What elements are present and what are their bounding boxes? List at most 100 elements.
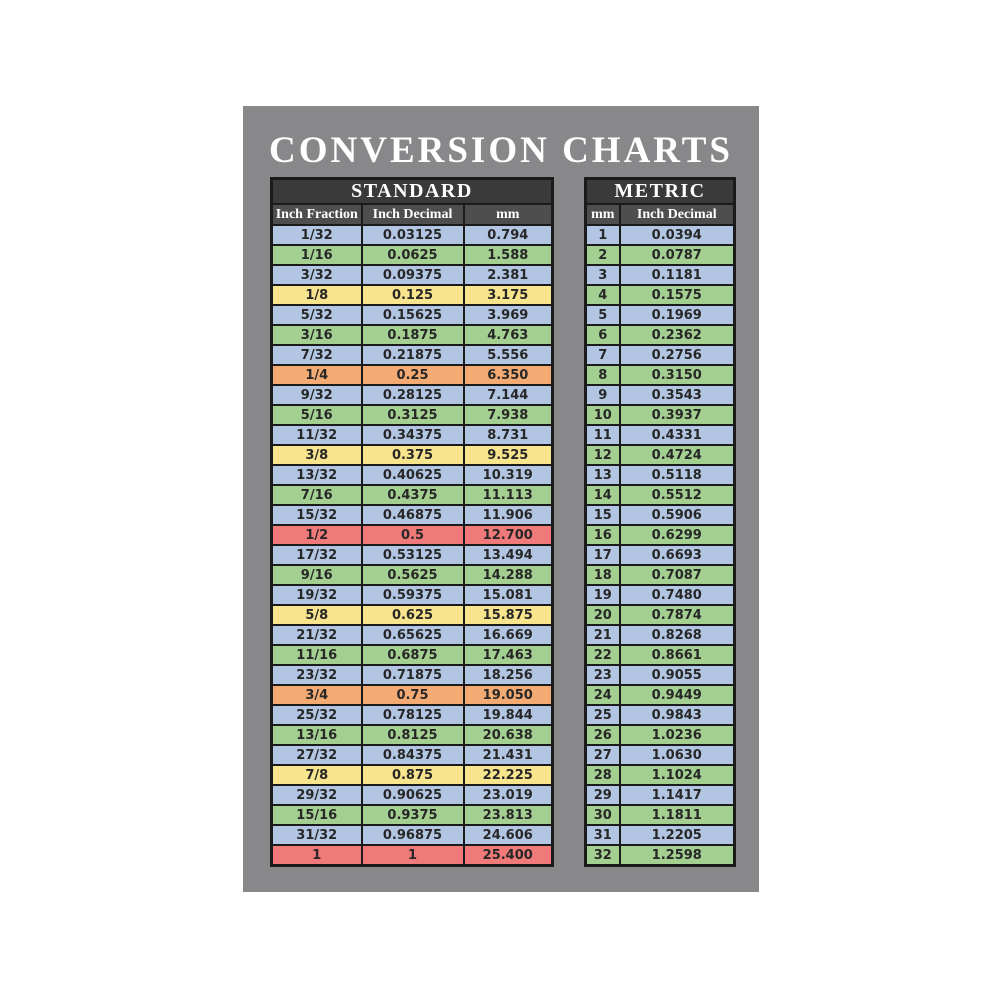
table-cell: 0.5 <box>360 524 465 546</box>
table-cell: 7.144 <box>462 384 554 406</box>
table-row: 3/8 0.375 9.525 <box>270 444 554 466</box>
table-cell: 0.8661 <box>618 644 736 666</box>
table-cell: 1.0630 <box>618 744 736 766</box>
table-cell: 20 <box>584 604 621 626</box>
table-cell: 0.46875 <box>360 504 465 526</box>
table-row: 31 1.2205 <box>584 824 736 846</box>
table-cell: 10.319 <box>462 464 554 486</box>
table-cell: 0.3125 <box>360 404 465 426</box>
table-cell: 0.0625 <box>360 244 465 266</box>
table-row: 3/16 0.1875 4.763 <box>270 324 554 346</box>
table-cell: 5/32 <box>270 304 363 326</box>
table-row: 4 0.1575 <box>584 284 736 306</box>
table-cell: 13/16 <box>270 724 363 746</box>
table-row: 15/32 0.46875 11.906 <box>270 504 554 526</box>
table-cell: 7 <box>584 344 621 366</box>
standard-table: STANDARD Inch Fraction Inch Decimal mm 1… <box>270 177 554 867</box>
table-cell: 0.7480 <box>618 584 736 606</box>
table-cell: 24 <box>584 684 621 706</box>
table-row: 19/32 0.59375 15.081 <box>270 584 554 606</box>
table-cell: 13.494 <box>462 544 554 566</box>
table-cell: 0.0394 <box>618 224 736 246</box>
table-cell: 21.431 <box>462 744 554 766</box>
table-cell: 3.969 <box>462 304 554 326</box>
table-row: 1/4 0.25 6.350 <box>270 364 554 386</box>
table-row: 31/32 0.96875 24.606 <box>270 824 554 846</box>
table-row: 5 0.1969 <box>584 304 736 326</box>
table-cell: 15/32 <box>270 504 363 526</box>
table-cell: 0.71875 <box>360 664 465 686</box>
table-cell: 3/8 <box>270 444 363 466</box>
table-row: 19 0.7480 <box>584 584 736 606</box>
table-row: 6 0.2362 <box>584 324 736 346</box>
table-cell: 0.78125 <box>360 704 465 726</box>
table-row: 21 0.8268 <box>584 624 736 646</box>
table-cell: 25/32 <box>270 704 363 726</box>
table-row: 27/32 0.84375 21.431 <box>270 744 554 766</box>
table-cell: 3/16 <box>270 324 363 346</box>
table-row: 25/32 0.78125 19.844 <box>270 704 554 726</box>
table-cell: 0.875 <box>360 764 465 786</box>
table-cell: 17.463 <box>462 644 554 666</box>
table-cell: 0.1181 <box>618 264 736 286</box>
table-cell: 18.256 <box>462 664 554 686</box>
table-cell: 12.700 <box>462 524 554 546</box>
table-row: 32 1.2598 <box>584 844 736 867</box>
table-cell: 11/16 <box>270 644 363 666</box>
table-cell: 0.59375 <box>360 584 465 606</box>
table-cell: 5.556 <box>462 344 554 366</box>
table-cell: 1.0236 <box>618 724 736 746</box>
table-row: 28 1.1024 <box>584 764 736 786</box>
table-row: 1/32 0.03125 0.794 <box>270 224 554 246</box>
table-cell: 15/16 <box>270 804 363 826</box>
table-cell: 15.081 <box>462 584 554 606</box>
table-row: 16 0.6299 <box>584 524 736 546</box>
metric-column-header-row: mm Inch Decimal <box>584 203 736 226</box>
table-row: 27 1.0630 <box>584 744 736 766</box>
table-cell: 6 <box>584 324 621 346</box>
table-row: 5/32 0.15625 3.969 <box>270 304 554 326</box>
table-cell: 3/32 <box>270 264 363 286</box>
table-cell: 0.21875 <box>360 344 465 366</box>
table-cell: 0.65625 <box>360 624 465 646</box>
table-cell: 19.050 <box>462 684 554 706</box>
table-cell: 23 <box>584 664 621 686</box>
table-cell: 30 <box>584 804 621 826</box>
table-cell: 0.1875 <box>360 324 465 346</box>
table-cell: 17 <box>584 544 621 566</box>
table-cell: 0.8125 <box>360 724 465 746</box>
table-row: 30 1.1811 <box>584 804 736 826</box>
table-cell: 0.4724 <box>618 444 736 466</box>
table-row: 20 0.7874 <box>584 604 736 626</box>
table-row: 17/32 0.53125 13.494 <box>270 544 554 566</box>
standard-table-title: STANDARD <box>270 177 554 205</box>
table-cell: 1.2598 <box>618 844 736 867</box>
table-cell: 1/4 <box>270 364 363 386</box>
table-cell: 1 <box>584 224 621 246</box>
table-row: 22 0.8661 <box>584 644 736 666</box>
table-row: 1/16 0.0625 1.588 <box>270 244 554 266</box>
table-cell: 31 <box>584 824 621 846</box>
table-row: 23/32 0.71875 18.256 <box>270 664 554 686</box>
table-cell: 0.4375 <box>360 484 465 506</box>
table-cell: 21/32 <box>270 624 363 646</box>
table-cell: 0.6299 <box>618 524 736 546</box>
table-cell: 0.03125 <box>360 224 465 246</box>
table-row: 11 0.4331 <box>584 424 736 446</box>
metric-table-body: 1 0.0394 2 0.0787 3 0.1181 4 0.1575 5 0.1969 6 0.23… <box>584 224 736 867</box>
table-cell: 25.400 <box>462 844 554 867</box>
table-cell: 29 <box>584 784 621 806</box>
table-cell: 0.0787 <box>618 244 736 266</box>
table-row: 9/32 0.28125 7.144 <box>270 384 554 406</box>
table-row: 18 0.7087 <box>584 564 736 586</box>
table-cell: 19/32 <box>270 584 363 606</box>
table-row: 13 0.5118 <box>584 464 736 486</box>
table-cell: 24.606 <box>462 824 554 846</box>
table-cell: 0.96875 <box>360 824 465 846</box>
table-cell: 0.34375 <box>360 424 465 446</box>
table-cell: 0.125 <box>360 284 465 306</box>
table-cell: 0.375 <box>360 444 465 466</box>
table-cell: 15.875 <box>462 604 554 626</box>
table-row: 3 0.1181 <box>584 264 736 286</box>
table-cell: 6.350 <box>462 364 554 386</box>
